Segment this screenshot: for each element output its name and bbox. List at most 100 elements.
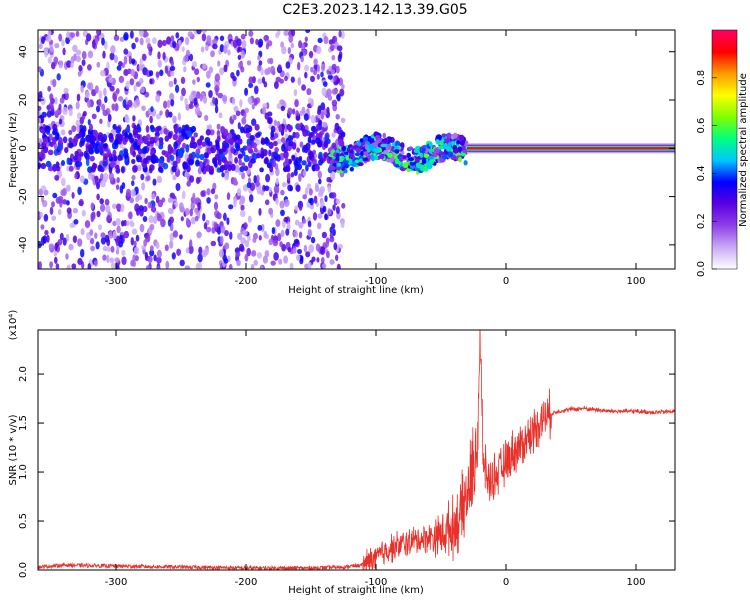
spectrogram-cell [255, 174, 260, 183]
spectrogram-cell [342, 160, 349, 164]
spectrogram-cell [299, 255, 304, 262]
spectrogram-cell [196, 30, 202, 35]
spectrogram-cell [182, 142, 187, 149]
spectrogram-cell [141, 53, 147, 61]
spectrogram-cell [169, 240, 174, 249]
spectrogram-cell [38, 105, 42, 112]
spectrogram-cell [115, 88, 120, 94]
spectrogram-cell [147, 255, 153, 263]
spectrogram-cell [143, 31, 149, 38]
spectrogram-cell [305, 251, 311, 258]
spectrogram-cell [354, 152, 360, 157]
spectrogram-cell [181, 129, 186, 137]
spectrogram-cell [235, 110, 241, 117]
snr-panel: -300 -200 -100 0 100 0.0 0.5 1.0 1.5 2.0 Height … [8, 310, 676, 596]
spectrogram-cell [314, 185, 320, 192]
spectrogram-cell [304, 71, 308, 79]
y-tick-label: 1.0 [18, 464, 29, 480]
spectrogram-cell [48, 133, 53, 141]
spectrogram-cell [310, 236, 316, 244]
spectrogram-cell [413, 148, 420, 154]
spectrogram-cell [258, 208, 262, 216]
spectrogram-cell [88, 148, 95, 155]
spectrogram-cell [54, 174, 60, 181]
spectrogram-cell [138, 30, 144, 37]
spectrogram-cell [71, 192, 75, 199]
spectrogram-cell [357, 162, 364, 167]
spectrogram-cell [310, 75, 315, 83]
spectrogram-cell [184, 97, 188, 106]
spectrogram-cell [333, 75, 337, 83]
spectrogram-cell [121, 182, 126, 190]
y-tick-label: 40 [18, 45, 29, 58]
spectrogram-cell [167, 208, 172, 214]
spectrogram-cell [143, 239, 148, 247]
spectrogram-cell [104, 40, 108, 50]
spectrogram-cell [52, 128, 58, 135]
spectrogram-cell [427, 156, 434, 160]
spectrogram-cell [38, 151, 42, 158]
spectrogram-cell [78, 131, 82, 139]
spectrogram-cell [75, 119, 81, 127]
spectrogram-cell [47, 30, 52, 37]
spectrogram-cell [196, 76, 200, 83]
spectrogram-cell [280, 105, 285, 112]
spectrogram-cell [287, 246, 292, 253]
spectrogram-cell [251, 153, 258, 160]
spectrogram-cell [58, 33, 63, 42]
spectrogram-cell [192, 90, 197, 97]
spectrogram-cell [169, 92, 175, 102]
spectrogram-cell [69, 222, 75, 228]
spectrogram-cell [321, 257, 325, 264]
spectrogram-cell [112, 231, 117, 240]
spectrogram-cell [459, 134, 465, 141]
snr-y-multiplier: (x10⁴) [8, 310, 19, 341]
spectrogram-cell [94, 176, 99, 185]
spectrogram-cell [145, 125, 150, 133]
spectrogram-cell [374, 147, 380, 154]
spectrogram-cell [151, 157, 157, 164]
spectrogram-cell [236, 38, 242, 47]
spectrogram-cell [317, 222, 322, 230]
spectrogram-cell [251, 118, 257, 126]
spectrogram-cell [114, 257, 120, 263]
spectrogram-cell [114, 103, 119, 112]
spectrogram-cell [190, 139, 194, 148]
spectrogram-cell [320, 71, 324, 78]
spectrogram-cell [263, 35, 269, 41]
spectrogram-cell [287, 221, 291, 230]
spectrogram-cell [71, 125, 77, 133]
spectrogram-cell [130, 237, 134, 246]
spectrogram-cell [315, 137, 321, 145]
spectrogram-cell [316, 64, 321, 73]
spectrogram-cell [196, 231, 202, 239]
spectrogram-cell [47, 166, 54, 172]
spectrogram-cell [218, 112, 223, 119]
spectrogram-cell [306, 88, 312, 96]
spectrogram-cell [186, 180, 191, 187]
spectrogram-cell [181, 46, 185, 52]
spectrogram-cell [58, 60, 63, 69]
spectrogram-cell [281, 144, 286, 152]
spectrogram-cell [81, 59, 86, 66]
spectrogram-cell [180, 216, 184, 222]
spectrogram-cell [242, 184, 249, 192]
spectrogram-cell [264, 156, 269, 164]
spectrogram-cell [298, 155, 303, 162]
spectrogram-cell [62, 136, 68, 144]
spectrogram-cell [121, 256, 127, 266]
spectrogram-cell [255, 38, 259, 46]
spectrogram-cell [349, 166, 354, 172]
spectrogram-cell [387, 152, 393, 158]
spectrogram-cell [54, 256, 58, 264]
spectrogram-cell [231, 97, 236, 105]
spectrogram-cell [334, 122, 340, 131]
spectrogram-cell [210, 188, 216, 195]
spectrogram-cell [230, 147, 235, 154]
spectrogram-cell [92, 162, 97, 171]
spectrogram-cell [255, 132, 261, 138]
spectrogram-cell [173, 77, 177, 85]
x-tick-label: -200 [235, 276, 258, 287]
spectrogram-cell [292, 248, 297, 254]
spectrogram-cell [68, 165, 74, 172]
